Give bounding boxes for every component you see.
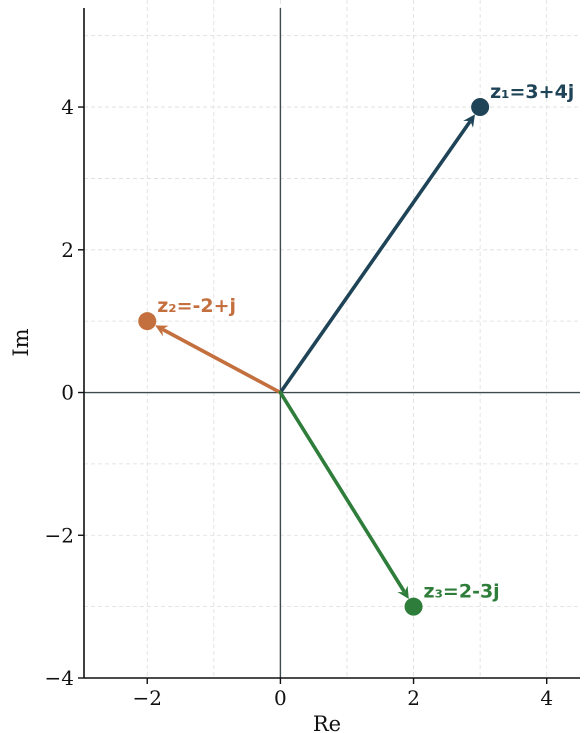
vector-arrowhead-z2 [155,325,169,337]
point-marker-z3 [404,597,423,616]
point-marker-z2 [138,312,157,331]
x-tick-label: 4 [540,686,553,710]
vector-line-z2 [162,328,283,395]
point-marker-z1 [471,98,490,117]
x-tick-label: 2 [407,686,420,710]
vector-arrowhead-z1 [463,114,475,128]
x-tick-label: 0 [274,686,287,710]
vector-line-z3 [278,390,406,593]
reference-axes [84,8,580,678]
y-axis-label: Im [9,328,33,356]
ticks-layer: −2 0 2 4 −4 −2 0 2 4 [45,95,554,710]
vector-line-z1 [278,120,472,395]
y-tick-label: −4 [45,666,74,690]
plot-frame [83,8,580,679]
point-label-z2: z₂=-2+j [157,295,236,317]
point-label-z3: z₃=2-3j [424,581,500,603]
y-tick-label: 2 [61,238,74,262]
y-tick-label: 4 [61,95,74,119]
vectors-layer [138,98,490,616]
point-label-z1: z₁=3+4j [490,81,574,103]
labels-layer: z₁=3+4j z₂=-2+j z₃=2-3j [157,81,574,603]
x-tick-label: −2 [133,686,162,710]
y-tick-label: 0 [61,381,74,405]
y-tick-label: −2 [45,523,74,547]
vector-arrowhead-z3 [397,585,409,599]
x-axis-label: Re [313,712,341,733]
